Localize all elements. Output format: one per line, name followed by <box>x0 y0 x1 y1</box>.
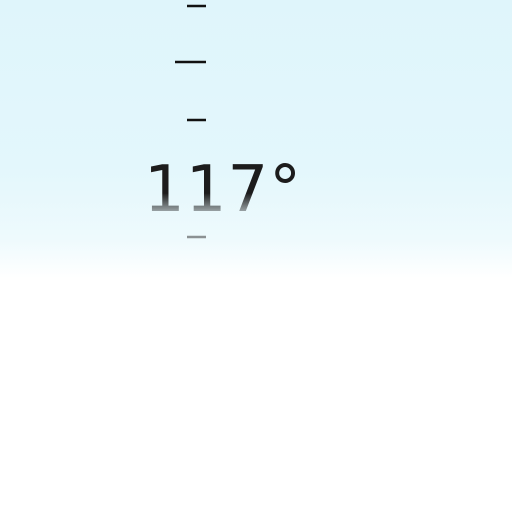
sky-background <box>0 0 512 278</box>
heading-ruler[interactable] <box>0 0 512 300</box>
heading-value: 117° <box>144 153 303 227</box>
